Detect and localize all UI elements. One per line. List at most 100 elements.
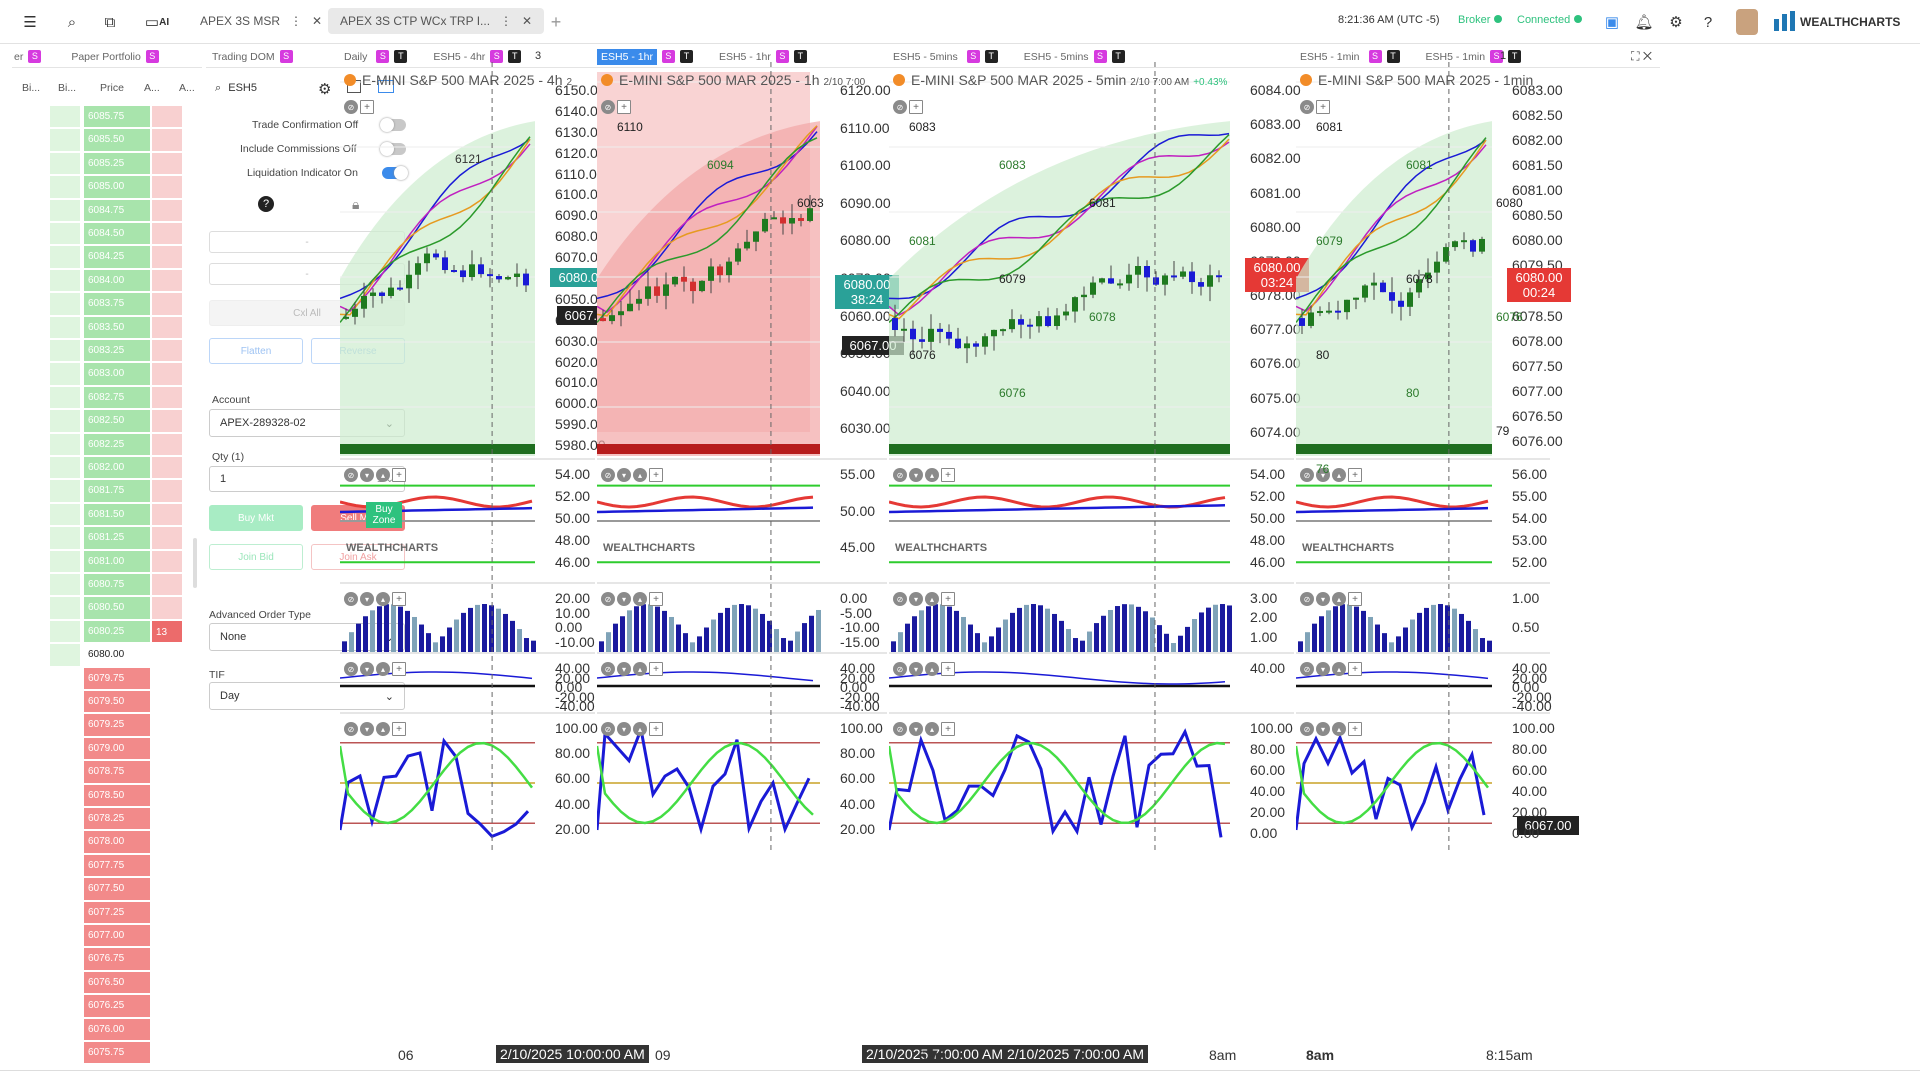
column-header[interactable]: Price xyxy=(100,82,124,94)
ladder-row[interactable]: 6084.25 xyxy=(12,245,182,268)
price-chart-svg[interactable] xyxy=(889,62,1294,862)
price-cell[interactable]: 6079.25 xyxy=(84,714,150,736)
price-cell[interactable]: 6079.50 xyxy=(84,691,150,713)
bid-cell[interactable] xyxy=(50,316,80,338)
ask-cell[interactable] xyxy=(152,901,182,923)
ask-cell[interactable]: 13 xyxy=(152,620,182,643)
expand-icon[interactable]: ▴ xyxy=(925,592,939,606)
ladder-row[interactable]: 6079.00 xyxy=(12,737,182,760)
ladder-row[interactable]: 6077.25 xyxy=(12,901,182,924)
tab-paper-portfolio[interactable]: Paper Portfolio xyxy=(71,50,141,63)
price-cell[interactable]: 6080.50 xyxy=(84,597,150,619)
price-cell[interactable]: 6075.75 xyxy=(84,1042,150,1064)
ladder-row[interactable]: 6076.25 xyxy=(12,994,182,1017)
ask-cell[interactable] xyxy=(152,199,182,221)
collapse-icon[interactable]: ▾ xyxy=(909,592,923,606)
ladder-row[interactable]: 6080.25 13 xyxy=(12,620,182,643)
collapse-icon[interactable]: ▾ xyxy=(1316,592,1330,606)
bid-cell[interactable] xyxy=(50,901,80,923)
hide-icon[interactable]: ⊘ xyxy=(601,100,615,114)
ladder-row[interactable]: 6085.00 xyxy=(12,175,182,198)
bid-cell[interactable] xyxy=(50,129,80,151)
expand-icon[interactable]: ▴ xyxy=(1332,722,1346,736)
indicator-controls[interactable]: ⊘ ▾ ▴ + xyxy=(344,468,406,482)
lock-icon[interactable]: 🔒︎ xyxy=(352,196,360,212)
expand-icon[interactable]: ▴ xyxy=(633,592,647,606)
add-icon[interactable]: + xyxy=(649,662,663,676)
hide-icon[interactable]: ⊘ xyxy=(893,722,907,736)
ladder-row[interactable]: 6081.25 xyxy=(12,526,182,549)
hide-icon[interactable]: ⊘ xyxy=(1300,468,1314,482)
ask-cell[interactable] xyxy=(152,691,182,713)
ask-cell[interactable] xyxy=(152,246,182,268)
ask-cell[interactable] xyxy=(152,1042,182,1064)
expand-icon[interactable]: ▴ xyxy=(376,722,390,736)
chart-controls[interactable]: ⊘ + xyxy=(893,100,923,114)
indicator-controls[interactable]: ⊘ ▾ ▴ + xyxy=(1300,592,1362,606)
ladder-row[interactable]: 6084.50 xyxy=(12,222,182,245)
bid-cell[interactable] xyxy=(50,199,80,221)
chart-tab[interactable]: ESH5 - 1hr xyxy=(718,50,771,63)
collapse-icon[interactable]: ▾ xyxy=(909,662,923,676)
price-cell[interactable]: 6081.00 xyxy=(84,550,150,572)
column-header[interactable]: Bi... xyxy=(58,82,77,94)
price-cell[interactable]: 6082.25 xyxy=(84,433,150,455)
add-icon[interactable]: + xyxy=(392,468,406,482)
price-cell[interactable]: 6081.75 xyxy=(84,480,150,502)
hide-icon[interactable]: ⊘ xyxy=(893,468,907,482)
price-cell[interactable]: 6082.50 xyxy=(84,410,150,432)
dom-symbol-search[interactable]: ⌕ ESH5 xyxy=(215,82,257,95)
ask-cell[interactable] xyxy=(152,714,182,736)
bid-cell[interactable] xyxy=(50,714,80,736)
price-cell[interactable]: 6080.00 xyxy=(84,644,150,666)
bid-cell[interactable] xyxy=(50,737,80,760)
bid-cell[interactable] xyxy=(50,784,80,806)
tab-apex-ctp[interactable]: APEX 3S CTP WCx TRP I... ⋮ ✕ xyxy=(328,8,545,34)
join-bid-button[interactable]: Join Bid xyxy=(209,544,303,570)
price-cell[interactable]: 6080.25 xyxy=(84,620,150,643)
price-cell[interactable]: 6076.25 xyxy=(84,995,150,1017)
bid-cell[interactable] xyxy=(50,831,80,853)
ladder-row[interactable]: 6084.00 xyxy=(12,269,182,292)
price-cell[interactable]: 6083.75 xyxy=(84,293,150,315)
bid-cell[interactable] xyxy=(50,340,80,362)
add-icon[interactable]: + xyxy=(941,722,955,736)
collapse-icon[interactable]: ▾ xyxy=(1316,662,1330,676)
ask-cell[interactable] xyxy=(152,667,182,689)
bid-cell[interactable] xyxy=(50,597,80,619)
ladder-row[interactable]: 6081.50 xyxy=(12,503,182,526)
chart-controls[interactable]: ⊘ + xyxy=(601,100,631,114)
chart-controls[interactable]: ⊘ + xyxy=(1300,100,1330,114)
price-cell[interactable]: 6077.50 xyxy=(84,878,150,900)
expand-close-icon[interactable]: ⛶ ✕ xyxy=(1631,49,1652,63)
ask-cell[interactable] xyxy=(152,644,182,666)
bid-cell[interactable] xyxy=(50,644,80,666)
add-icon[interactable]: + xyxy=(649,722,663,736)
advanced-order-select[interactable]: None ⌄ xyxy=(209,623,405,651)
price-cell[interactable]: 6076.75 xyxy=(84,948,150,970)
price-cell[interactable]: 6085.25 xyxy=(84,152,150,175)
ask-cell[interactable] xyxy=(152,784,182,806)
add-icon[interactable]: + xyxy=(1348,592,1362,606)
collapse-icon[interactable]: ▾ xyxy=(360,592,374,606)
trade-confirmation-toggle[interactable] xyxy=(380,118,406,132)
buy-market-button[interactable]: Buy Mkt xyxy=(209,505,303,531)
collapse-icon[interactable]: ▾ xyxy=(360,468,374,482)
expand-icon[interactable]: ▴ xyxy=(925,662,939,676)
chart-tab[interactable]: ESH5 - 1min xyxy=(1425,50,1486,63)
ask-cell[interactable] xyxy=(152,925,182,947)
calendar-icon[interactable] xyxy=(378,80,394,93)
indicator-controls[interactable]: ⊘ ▾ ▴ + xyxy=(601,662,663,676)
chart-tab[interactable]: ESH5 - 5mins xyxy=(893,50,958,63)
ask-cell[interactable] xyxy=(152,457,182,479)
collapse-icon[interactable]: ▾ xyxy=(909,722,923,736)
ladder-row[interactable]: 6080.75 xyxy=(12,573,182,596)
settings-gear-icon[interactable]: ⚙ xyxy=(1669,14,1683,31)
price-cell[interactable]: 6076.50 xyxy=(84,971,150,994)
price-cell[interactable]: 6081.25 xyxy=(84,527,150,549)
ask-cell[interactable] xyxy=(152,480,182,502)
ladder-row[interactable]: 6078.00 xyxy=(12,830,182,853)
price-cell[interactable]: 6078.50 xyxy=(84,784,150,806)
price-cell[interactable]: 6085.50 xyxy=(84,129,150,151)
hide-icon[interactable]: ⊘ xyxy=(1300,662,1314,676)
